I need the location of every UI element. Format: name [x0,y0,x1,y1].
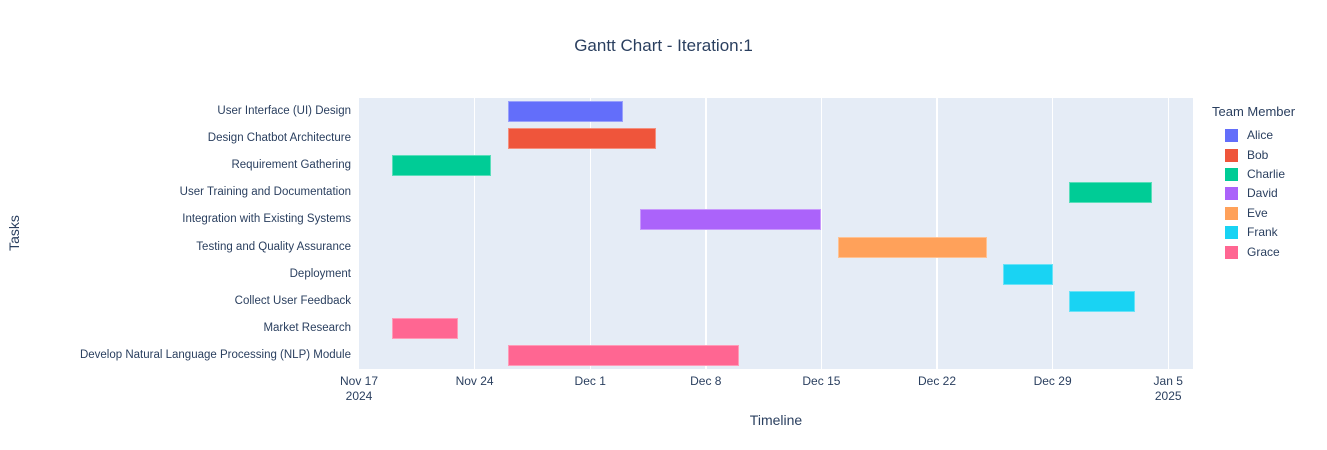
legend-label: Grace [1247,244,1280,259]
legend-swatch-icon [1225,167,1238,181]
x-tick-label: Nov 17 2024 [339,374,379,403]
legend-swatch-icon [1225,187,1238,201]
gantt-bar[interactable] [507,128,657,150]
x-tick-label: Dec 1 [574,374,606,388]
y-tick-label: Integration with Existing Systems [182,213,351,226]
gantt-bar[interactable] [639,209,822,231]
gantt-bar[interactable] [392,155,492,177]
y-tick-label: Collect User Feedback [234,294,351,307]
x-tick-label: Dec 29 [1033,374,1072,388]
gridline [820,98,823,369]
gantt-bar[interactable] [1003,263,1053,285]
legend-entry-charlie[interactable]: Charlie [1212,165,1295,184]
legend-swatch-icon [1225,129,1238,143]
y-tick-label: User Training and Documentation [179,186,351,199]
y-tick-label: Design Chatbot Architecture [207,132,351,145]
x-tick-label: Jan 5 2025 [1153,374,1183,403]
y-tick-label: Testing and Quality Assurance [196,240,351,253]
x-tick-label: Nov 24 [455,374,494,388]
gantt-bar[interactable] [392,317,459,339]
y-axis-tick-labels: User Interface (UI) Design Design Chatbot… [0,98,351,369]
legend-entry-eve[interactable]: Eve [1212,204,1295,223]
chart-title: Gantt Chart - Iteration:1 [574,36,753,55]
y-tick-label: User Interface (UI) Design [217,105,351,117]
legend-label: Alice [1247,128,1274,143]
gridline [589,98,591,369]
gantt-bar[interactable] [1069,182,1152,204]
gantt-bar[interactable] [1069,290,1136,312]
x-tick-label: Dec 15 [802,374,841,388]
gridline [936,98,938,369]
legend-entry-bob[interactable]: Bob [1212,145,1295,164]
gridline [1167,98,1169,369]
legend-swatch-icon [1225,148,1238,162]
gantt-bar[interactable] [837,236,987,258]
legend-label: Charlie [1247,166,1286,181]
legend-entry-grace[interactable]: Grace [1212,242,1295,261]
y-tick-label: Develop Natural Language Processing (NLP… [79,348,351,361]
legend-label: David [1247,186,1278,201]
x-tick-sublabel: 2025 [1154,389,1182,403]
gridline [473,98,476,369]
gridline [1051,98,1054,369]
y-tick-label: Requirement Gathering [231,159,351,172]
x-tick-sublabel: 2024 [345,389,373,403]
gantt-bar[interactable] [507,101,624,123]
x-axis-title: Timeline [749,412,803,428]
y-tick-label: Deployment [289,267,351,280]
plot-area[interactable] [359,98,1193,369]
legend-label: Frank [1247,225,1278,240]
y-tick-label: Market Research [263,321,351,334]
legend-swatch-icon [1225,245,1238,259]
legend: Team Member Alice Bob Charlie David Eve Frank… [1212,104,1295,262]
gridline [705,98,707,369]
legend-swatch-icon [1225,206,1238,220]
legend-swatch-icon [1225,226,1238,240]
legend-entry-david[interactable]: David [1212,184,1295,203]
legend-label: Eve [1247,205,1268,220]
legend-title: Team Member [1212,104,1296,119]
legend-entry-frank[interactable]: Frank [1212,223,1295,242]
legend-entry-alice[interactable]: Alice [1212,126,1295,145]
gantt-bar[interactable] [507,344,739,366]
x-tick-label: Dec 8 [690,374,722,388]
x-axis-tick-labels: Nov 17 2024 Nov 24 Dec 1 Dec 8 Dec 15 Dec 22 De… [340,374,1193,406]
legend-label: Bob [1247,147,1269,162]
x-tick-label: Dec 22 [918,374,957,388]
legend-entries: Alice Bob Charlie David Eve Frank Grace [1212,126,1295,262]
